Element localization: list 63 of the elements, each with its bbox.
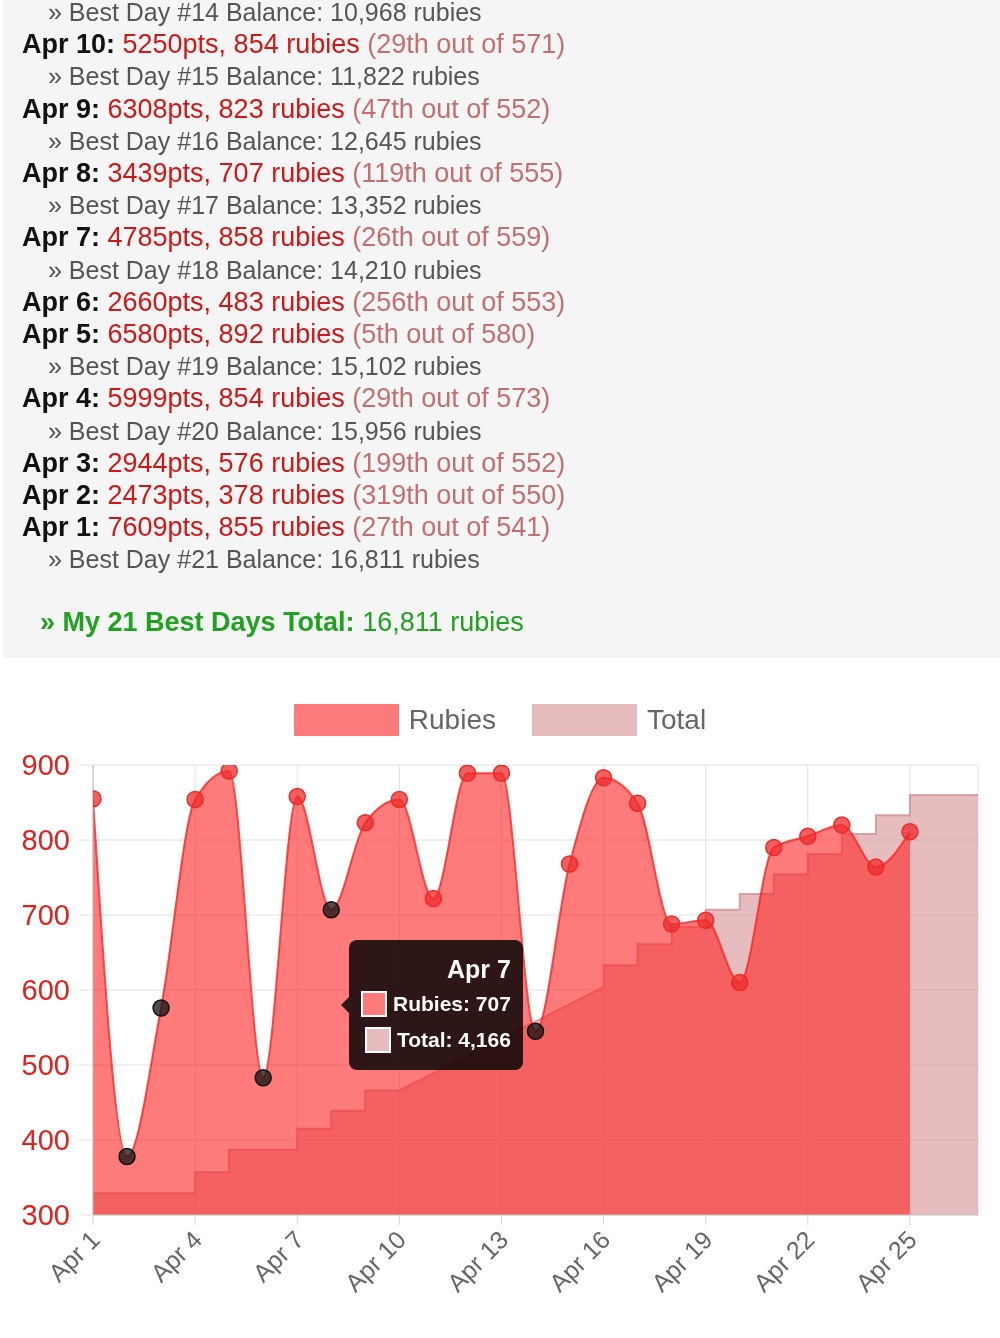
text: » Best Day #20 Balance: 15,956 rubies	[48, 415, 482, 446]
text: Apr 2: 2473pts, 378 rubies (319th out of 550)	[22, 480, 566, 510]
point	[901, 823, 919, 841]
point	[867, 858, 885, 876]
y-tick-label: 600	[21, 974, 70, 1006]
y-tick-label: 800	[21, 824, 70, 856]
text: Apr 10: 5250pts, 854 rubies (29th out of 571)	[22, 29, 566, 60]
text: » Best Day #18 Balance: 14,210 rubies	[48, 254, 482, 285]
text: » Best Day #17 Balance: 13,352 rubies	[48, 190, 482, 221]
text: Apr 5: 6580pts, 892 rubies (5th out of 580)	[22, 319, 536, 349]
point	[526, 1022, 545, 1040]
point	[628, 794, 647, 812]
point	[254, 1069, 272, 1087]
point	[492, 765, 511, 782]
y-tick-label: 500	[21, 1049, 70, 1081]
point	[220, 765, 238, 780]
point	[288, 787, 306, 806]
point	[730, 973, 749, 992]
y-tick-label: 400	[21, 1124, 70, 1156]
x-tick-label: Apr 16	[543, 1225, 616, 1297]
text: Apr 4: 5999pts, 854 rubies (29th out of 573)	[22, 383, 551, 414]
annotation: Apr 7	[446, 954, 511, 985]
text: Apr 8: 3439pts, 707 rubies (119th out of 555)	[22, 158, 564, 188]
text: Apr 3: 2944pts, 576 rubies (199th out of 552)	[22, 447, 566, 478]
legend-label: Rubies	[408, 704, 496, 736]
tooltip: Apr 7 Rubies: 707 Total: 4,166	[341, 940, 523, 1070]
point	[356, 814, 375, 832]
x-tick-label: Apr 10	[339, 1225, 412, 1297]
point	[322, 901, 341, 919]
y-tick-label: 900	[21, 749, 70, 781]
text: » Best Day #16 Balance: 12,645 rubies	[48, 125, 482, 156]
point	[833, 816, 851, 834]
text: Apr 1: 7609pts, 855 rubies (27th out of 541)	[22, 512, 551, 543]
x-tick-label: Apr 25	[849, 1225, 922, 1297]
point	[560, 855, 579, 873]
point	[594, 769, 613, 787]
x-tick-label: Apr 22	[747, 1225, 820, 1297]
x-tick-label: Apr 19	[645, 1225, 718, 1297]
text: Apr 6: 2660pts, 483 rubies (256th out of 553)	[22, 286, 566, 317]
point	[799, 827, 817, 845]
text: » Best Day #14 Balance: 10,968 rubies	[48, 0, 482, 27]
annotation: Rubies: 707	[393, 991, 511, 1017]
text: Apr 7: 4785pts, 858 rubies (26th out of 559)	[22, 222, 551, 253]
point	[152, 999, 170, 1017]
annotation: Total: 4,166	[396, 1027, 511, 1053]
text: » My 21 Best Days Total: 16,811 rubies	[40, 607, 524, 638]
point	[424, 889, 443, 908]
point	[118, 1147, 136, 1166]
x-tick-label: Apr 13	[441, 1225, 514, 1297]
point	[765, 838, 783, 857]
x-tick-label: Apr 7	[247, 1225, 310, 1288]
text: » Best Day #19 Balance: 15,102 rubies	[48, 351, 482, 382]
text: » Best Day #21 Balance: 16,811 rubies	[48, 544, 480, 575]
point	[390, 790, 409, 809]
text: Apr 9: 6308pts, 823 rubies (47th out of 552)	[22, 93, 551, 124]
point	[696, 911, 715, 929]
y-tick-label: 700	[21, 899, 70, 931]
legend-label: Total	[647, 704, 707, 736]
point	[662, 915, 681, 933]
point	[186, 790, 204, 809]
x-tick-label: Apr 4	[144, 1225, 208, 1288]
point	[458, 765, 477, 782]
text: » Best Day #15 Balance: 11,822 rubies	[48, 61, 480, 92]
